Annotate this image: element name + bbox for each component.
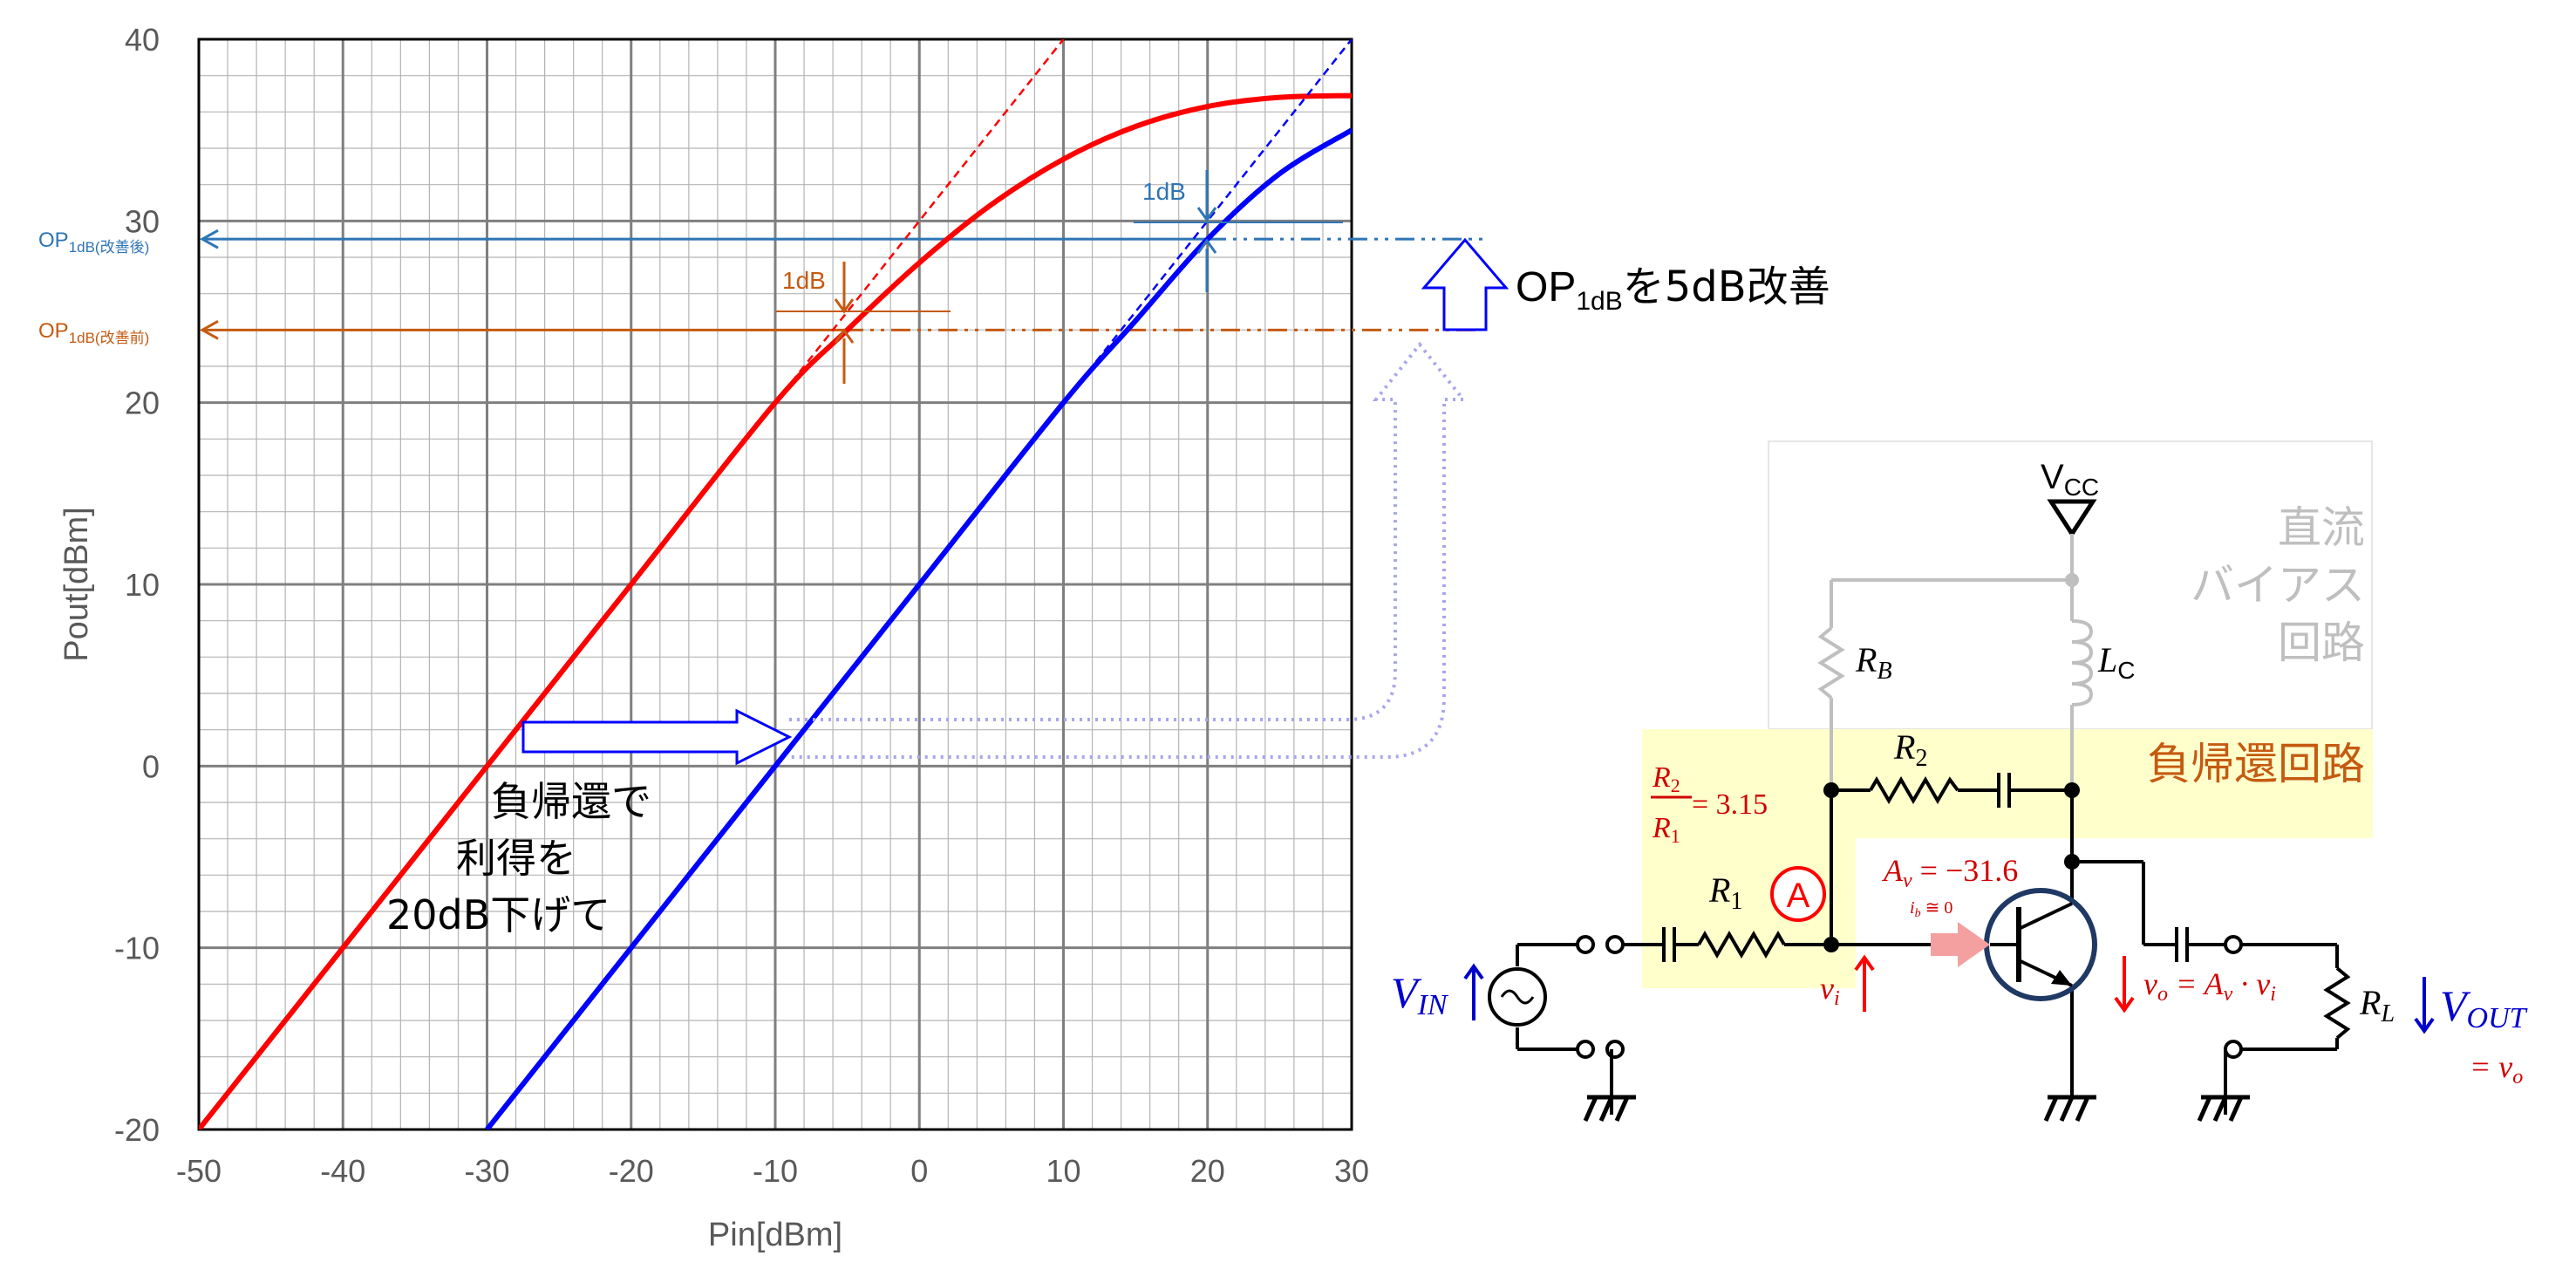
x-tick-labels: -50 -40 -30 -20 -10 0 10 20 30 <box>176 1153 1369 1189</box>
linear-extrapolation-2 <box>774 39 1065 404</box>
x-tick-label: 0 <box>910 1153 928 1189</box>
rl-resistor <box>2323 966 2351 1040</box>
vi-label: vi <box>1820 971 1840 1010</box>
transistor-symbol <box>1984 888 2097 1001</box>
plot-frame <box>197 38 1353 1131</box>
delta-1db-after: 1dB <box>1134 170 1343 292</box>
vout-arrow <box>2414 977 2435 1034</box>
y-tick-label: 30 <box>125 203 160 239</box>
base-current-arrow <box>1931 922 1990 967</box>
gain-reduction-arrow <box>521 708 793 766</box>
lc-label: LC <box>2097 640 2135 684</box>
rb-label: RB <box>1855 640 1892 685</box>
y-axis-label: Pout[dBm] <box>58 507 95 661</box>
y-tick-label: 0 <box>142 748 160 784</box>
y-tick-label: -20 <box>114 1112 160 1148</box>
ground-symbols <box>1583 1095 2250 1123</box>
bias-title-3: 回路 <box>2278 618 2365 668</box>
op1db-reference-lines <box>199 229 1482 340</box>
y-tick-label: 40 <box>125 22 160 58</box>
x-tick-label: 20 <box>1190 1153 1225 1189</box>
linear-extrapolation-3 <box>1062 39 1352 404</box>
delta-1db-after-label: 1dB <box>1142 178 1186 205</box>
feedback-title: 負帰還回路 <box>2147 739 2365 789</box>
gain-reduction-note: 負帰還で 利得を 20dB下げて <box>386 778 651 938</box>
resistor-ratio: R2 R1 = 3.15 <box>1651 761 1768 847</box>
r2-resistor <box>1869 776 1959 804</box>
svg-text:R1: R1 <box>1652 812 1680 847</box>
x-tick-label: -20 <box>609 1153 654 1189</box>
vi-arrow <box>1854 954 1875 1012</box>
r1-label: R1 <box>1708 870 1742 915</box>
vcc-symbol <box>2047 499 2097 538</box>
note-line-3: 20dB下げて <box>386 891 610 938</box>
lc-inductor <box>2071 619 2094 706</box>
note-line-2: 利得を <box>456 835 576 882</box>
delta-1db-before-label: 1dB <box>782 267 826 294</box>
improvement-text: OP1dBを5dB改善 <box>1516 263 1830 316</box>
chart-area: -50 -40 -30 -20 -10 0 10 20 30 -20 -10 0 10 20 30 40 P… <box>38 22 1482 1253</box>
vout-equals: = vo <box>2470 1049 2523 1089</box>
x-tick-label: -50 <box>176 1153 221 1189</box>
svg-text:= 3.15: = 3.15 <box>1692 788 1768 821</box>
vout-label: VOUT <box>2440 981 2528 1034</box>
y-tick-labels: -20 -10 0 10 20 30 40 <box>114 22 160 1148</box>
rl-label: RL <box>2359 983 2395 1027</box>
gain-label: Av = −31.6 <box>1882 853 2018 892</box>
bias-circuit-box <box>1768 440 2373 730</box>
vin-arrow <box>1463 963 1484 1020</box>
series-line-0 <box>199 92 1352 1129</box>
x-tick-label: -30 <box>464 1153 509 1189</box>
op1db-before-line-arrowhead <box>199 320 219 340</box>
svg-text:R2: R2 <box>1652 761 1680 796</box>
improvement-indicator: OP1dBを5dB改善 <box>1421 237 1830 331</box>
y-tick-label: -10 <box>114 931 160 966</box>
y-tick-label: 10 <box>125 567 160 603</box>
bias-title-2: バイアス <box>2191 560 2365 611</box>
r2-label: R2 <box>1893 727 1927 772</box>
note-line-1: 負帰還で <box>491 778 651 825</box>
r1-resistor <box>1697 931 1786 959</box>
x-tick-label: 30 <box>1334 1153 1369 1189</box>
rb-resistor <box>1817 626 1845 700</box>
vcc-label: VCC <box>2041 458 2099 501</box>
x-tick-label: -10 <box>753 1153 798 1189</box>
vo-expression: vo = Av · vi <box>2143 966 2276 1006</box>
x-axis-label: Pin[dBm] <box>708 1217 842 1253</box>
feedback-input-box <box>1642 838 1856 988</box>
op1db-after-line-arrowhead <box>199 229 219 249</box>
op1db-after-label: OP1dB(改善後) <box>38 229 149 256</box>
node-a-marker <box>1770 866 1826 922</box>
bias-title-1: 直流 <box>2278 502 2365 553</box>
x-tick-label: -40 <box>320 1153 365 1189</box>
delta-1db-before: 1dB <box>776 262 951 384</box>
y-tick-label: 20 <box>125 386 160 421</box>
ib-note: ib ≅ 0 <box>1910 898 1952 920</box>
op1db-before-label: OP1dB(改善前) <box>38 319 149 346</box>
vin-label: VIN <box>1391 968 1449 1021</box>
x-tick-label: 10 <box>1046 1153 1080 1189</box>
vo-arrow <box>2114 956 2135 1013</box>
node-a-label: A <box>1787 877 1810 915</box>
circuit-diagram: 直流 バイアス 回路 負帰還回路 VCC RB LC <box>1391 440 2528 1123</box>
